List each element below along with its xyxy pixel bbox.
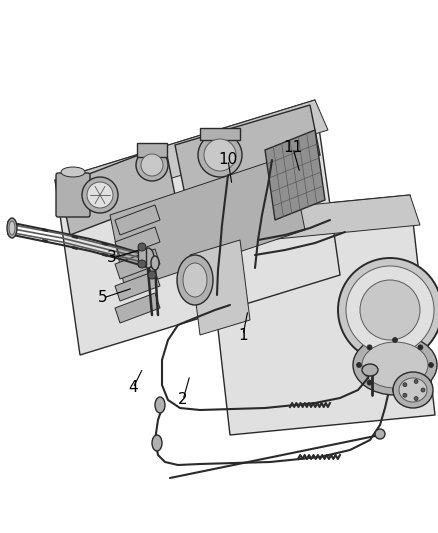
Text: 11: 11 [283, 141, 303, 156]
Ellipse shape [367, 345, 372, 350]
Text: 2: 2 [178, 392, 188, 408]
Ellipse shape [82, 177, 118, 213]
Polygon shape [55, 100, 328, 210]
Text: 3: 3 [107, 251, 117, 265]
FancyBboxPatch shape [56, 173, 90, 217]
Polygon shape [115, 205, 160, 235]
Ellipse shape [360, 280, 420, 340]
Ellipse shape [421, 388, 425, 392]
Ellipse shape [151, 256, 159, 270]
Ellipse shape [414, 397, 418, 401]
Polygon shape [115, 293, 160, 323]
Bar [138, 248, 146, 266]
Ellipse shape [142, 248, 154, 268]
Ellipse shape [346, 266, 434, 354]
Polygon shape [110, 155, 305, 290]
Polygon shape [115, 249, 160, 279]
Bar [200, 128, 240, 140]
Polygon shape [190, 240, 250, 335]
Polygon shape [115, 227, 160, 257]
Ellipse shape [428, 362, 434, 367]
Text: 1: 1 [238, 327, 248, 343]
Bar [137, 143, 167, 157]
Ellipse shape [148, 271, 156, 279]
Ellipse shape [393, 372, 433, 408]
Polygon shape [175, 105, 320, 195]
Ellipse shape [403, 383, 407, 387]
Ellipse shape [183, 263, 207, 297]
Ellipse shape [138, 243, 146, 251]
Ellipse shape [414, 379, 418, 383]
Text: 5: 5 [98, 290, 108, 305]
Polygon shape [265, 130, 325, 220]
Polygon shape [60, 145, 175, 235]
Ellipse shape [155, 397, 165, 413]
Ellipse shape [362, 342, 428, 388]
Ellipse shape [353, 335, 437, 395]
Text: 4: 4 [128, 381, 138, 395]
Ellipse shape [399, 378, 427, 402]
Ellipse shape [338, 258, 438, 362]
Ellipse shape [9, 221, 15, 235]
Ellipse shape [362, 364, 378, 376]
Ellipse shape [375, 429, 385, 439]
Polygon shape [205, 195, 435, 435]
Polygon shape [115, 271, 160, 301]
Ellipse shape [87, 182, 113, 208]
Ellipse shape [136, 149, 168, 181]
Ellipse shape [392, 387, 398, 392]
Ellipse shape [392, 337, 398, 343]
Ellipse shape [418, 345, 423, 350]
Ellipse shape [418, 380, 423, 385]
Ellipse shape [198, 133, 242, 177]
Ellipse shape [61, 167, 85, 177]
Ellipse shape [138, 260, 146, 268]
Polygon shape [55, 100, 340, 355]
Ellipse shape [177, 255, 213, 305]
Ellipse shape [204, 139, 236, 171]
Ellipse shape [357, 362, 361, 367]
Ellipse shape [367, 380, 372, 385]
Text: 10: 10 [219, 152, 238, 167]
Ellipse shape [403, 393, 407, 397]
Polygon shape [205, 195, 420, 245]
Ellipse shape [152, 435, 162, 451]
Ellipse shape [141, 154, 163, 176]
Ellipse shape [7, 218, 17, 238]
